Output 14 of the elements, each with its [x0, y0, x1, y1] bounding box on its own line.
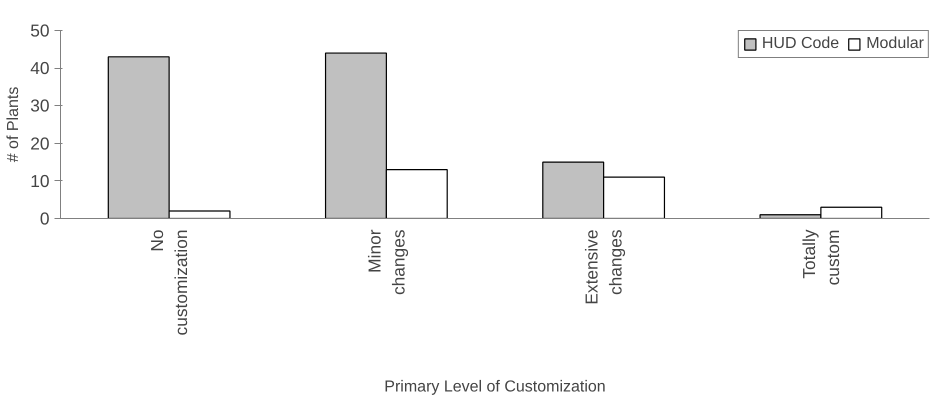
y-tick-label: 10 [30, 170, 50, 191]
x-axis-title: Primary Level of Customization [384, 378, 606, 396]
x-tick-label: No customization [147, 229, 192, 336]
x-tick-label: Totally custom [798, 229, 843, 286]
y-tick-label: 0 [40, 208, 50, 228]
x-tick-label: Minor changes [364, 229, 408, 296]
y-tick-label: 50 [30, 20, 50, 40]
y-axis-title: # of Plants [5, 86, 22, 162]
y-tick-label: 20 [30, 133, 50, 154]
legend-label: HUD Code [762, 35, 840, 53]
x-tick-label: Extensive changes [582, 229, 626, 305]
y-tick-label: 30 [30, 96, 50, 116]
y-tick-label: 40 [30, 58, 50, 78]
legend-label: Modular [866, 35, 924, 53]
